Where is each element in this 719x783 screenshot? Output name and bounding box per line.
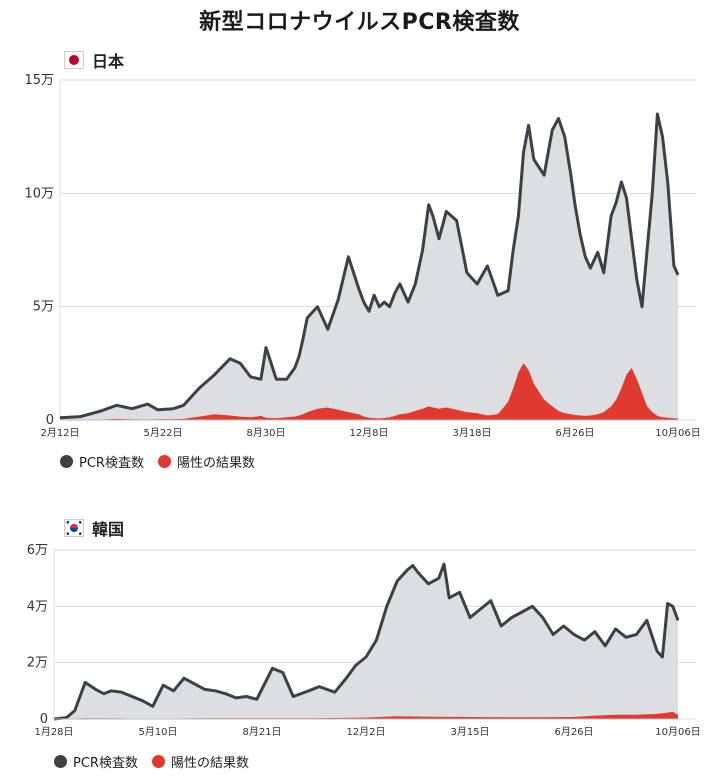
tests-legend-dot-icon bbox=[60, 455, 73, 468]
japan-panel-label: 日本 bbox=[64, 48, 124, 72]
tests-line bbox=[53, 562, 680, 721]
x-tick-label: 6月26日 bbox=[554, 726, 593, 738]
x-tick-label: 2月12日 bbox=[40, 427, 79, 439]
japan-country-name: 日本 bbox=[92, 52, 125, 71]
y-tick-label: 4万 bbox=[27, 599, 48, 614]
positive-legend-dot-icon bbox=[157, 455, 171, 468]
legend-item-tests: PCR検査数 bbox=[54, 752, 138, 771]
x-tick-label: 3月18日 bbox=[452, 427, 491, 439]
x-tick-label: 10月06日 bbox=[655, 726, 700, 738]
tests-area bbox=[60, 114, 678, 420]
korea-country-name: 韓国 bbox=[92, 520, 125, 539]
x-tick-label: 8月21日 bbox=[242, 726, 281, 738]
y-tick-label: 15万 bbox=[24, 73, 54, 88]
x-tick-label: 12月2日 bbox=[346, 726, 385, 738]
x-tick-label: 3月15日 bbox=[450, 726, 489, 738]
japan-chart: 0 5万 10万 15万 2月12日 5月22日 8月30日 12月8日 3月18日 6月26日 1… bbox=[24, 73, 700, 439]
x-tick-label: 10月06日 bbox=[655, 427, 700, 439]
x-tick-label: 5月22日 bbox=[143, 427, 182, 439]
tests-legend-dot-icon bbox=[54, 755, 67, 768]
japan-legend: PCR検査数 陽性の結果数 bbox=[60, 452, 269, 471]
legend-label-tests: PCR検査数 bbox=[79, 456, 144, 471]
korea-legend: PCR検査数 陽性の結果数 bbox=[54, 752, 263, 771]
legend-label-tests: PCR検査数 bbox=[73, 756, 138, 771]
y-tick-label: 5万 bbox=[33, 300, 54, 315]
x-tick-label: 6月26日 bbox=[555, 427, 594, 439]
x-tick-label: 8月30日 bbox=[246, 427, 285, 439]
legend-item-tests: PCR検査数 bbox=[60, 452, 144, 471]
positive-area bbox=[60, 363, 678, 420]
x-tick-label: 12月8日 bbox=[349, 427, 388, 439]
legend-item-positive: 陽性の結果数 bbox=[151, 752, 249, 771]
positive-legend-dot-icon bbox=[151, 755, 165, 768]
tests-line bbox=[59, 112, 680, 420]
korea-flag-icon bbox=[64, 519, 84, 537]
y-tick-label: 10万 bbox=[24, 186, 54, 201]
korea-chart: 0 2万 4万 6万 1月28日 5月10日 8月21日 12月2日 3月15日 6月26日 10月… bbox=[27, 543, 701, 738]
y-tick-label: 0 bbox=[40, 712, 48, 727]
page-title: 新型コロナウイルスPCR検査数 bbox=[199, 10, 520, 35]
tests-area bbox=[54, 564, 678, 719]
y-tick-label: 6万 bbox=[27, 543, 48, 558]
y-tick-label: 2万 bbox=[27, 656, 48, 671]
legend-item-positive: 陽性の結果数 bbox=[157, 452, 255, 471]
legend-label-positive: 陽性の結果数 bbox=[176, 456, 255, 471]
x-tick-label: 1月28日 bbox=[34, 726, 73, 738]
y-tick-label: 0 bbox=[46, 413, 54, 428]
japan-flag-icon bbox=[64, 51, 84, 69]
legend-label-positive: 陽性の結果数 bbox=[170, 756, 249, 771]
korea-panel-label: 韓国 bbox=[64, 516, 124, 540]
x-tick-label: 5月10日 bbox=[138, 726, 177, 738]
